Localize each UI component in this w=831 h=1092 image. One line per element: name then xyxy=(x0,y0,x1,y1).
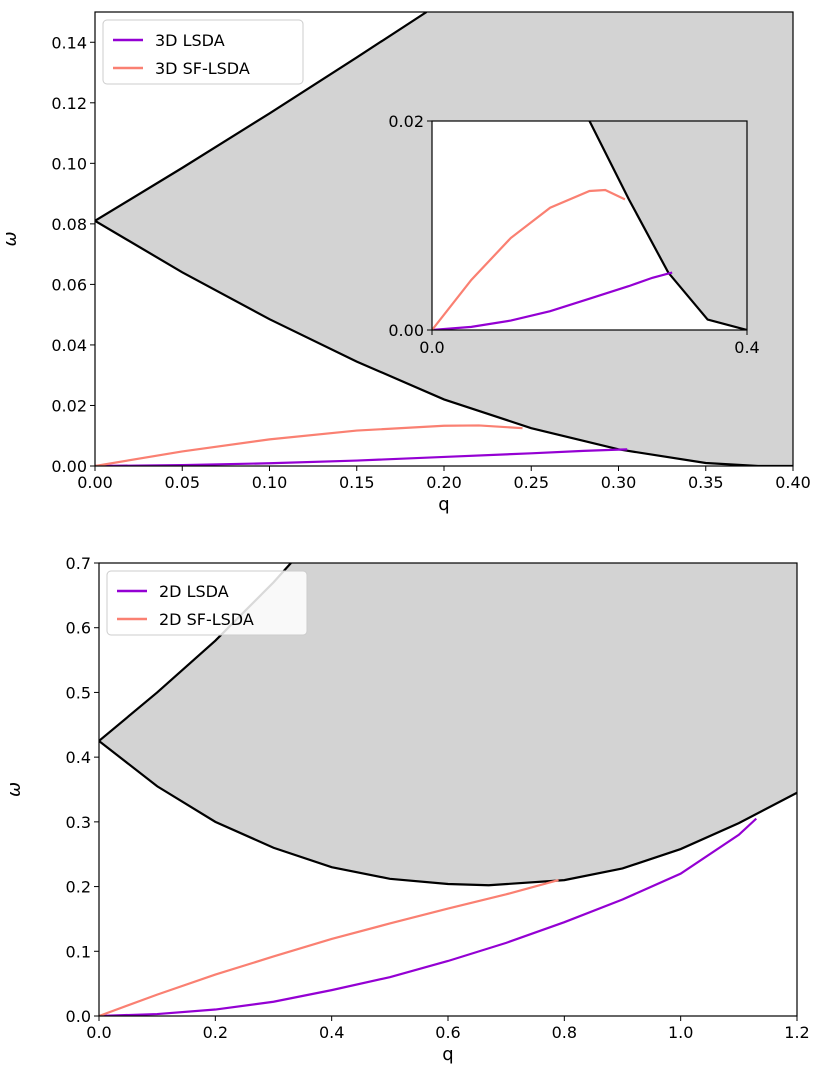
x-tick-label: 0.6 xyxy=(435,1023,460,1042)
plot-area xyxy=(99,563,797,1016)
y-tick-label: 0.5 xyxy=(66,683,91,702)
inset-y-tick-label: 0.00 xyxy=(388,321,424,340)
y-tick-label: 0.10 xyxy=(51,154,87,173)
inset-x-tick-label: 0.4 xyxy=(734,338,759,357)
continuum-region xyxy=(99,563,797,886)
inset-x-tick-label: 0.0 xyxy=(419,338,444,357)
legend-label: 2D SF-LSDA xyxy=(159,610,254,629)
legend-label: 2D LSDA xyxy=(159,582,229,601)
y-tick-label: 0.3 xyxy=(66,813,91,832)
y-tick-label: 0.12 xyxy=(51,94,87,113)
series-line-3d-lsda xyxy=(95,448,628,466)
y-tick-label: 0.04 xyxy=(51,336,87,355)
legend-box xyxy=(102,19,304,85)
legend-label: 3D LSDA xyxy=(155,31,225,50)
y-tick-label: 0.2 xyxy=(66,878,91,897)
y-tick-label: 0.6 xyxy=(66,619,91,638)
series-line-3d-sf-lsda xyxy=(95,424,523,466)
x-tick-label: 0.20 xyxy=(426,473,462,492)
x-tick-label: 0.40 xyxy=(775,473,811,492)
x-tick-label: 0.0 xyxy=(86,1023,111,1042)
x-tick-label: 0.15 xyxy=(339,473,375,492)
x-axis-label: q xyxy=(438,494,449,515)
inset-plot-area xyxy=(432,121,747,330)
x-tick-label: 1.0 xyxy=(668,1023,693,1042)
x-tick-label: 0.2 xyxy=(203,1023,228,1042)
x-tick-label: 0.05 xyxy=(164,473,200,492)
inset-frame xyxy=(431,120,748,331)
series-line-2d-lsda xyxy=(99,817,758,1016)
y-tick-label: 0.08 xyxy=(51,215,87,234)
continuum-lower-boundary xyxy=(99,740,797,887)
x-tick-label: 0.30 xyxy=(601,473,637,492)
x-axis-label: q xyxy=(442,1044,453,1065)
continuum-upper-boundary xyxy=(95,12,428,222)
x-tick-label: 0.35 xyxy=(688,473,724,492)
chart-top: 0.00 0.05 0.10 0.15 0.20 0.25 0.30 0.35 0.400.00… xyxy=(0,11,811,515)
y-tick-label: 0.00 xyxy=(51,457,87,476)
y-tick-label: 0.1 xyxy=(66,942,91,961)
y-tick-label: 0.0 xyxy=(66,1007,91,1026)
y-axis-label: ω xyxy=(0,231,21,246)
legend-box xyxy=(106,570,308,636)
inset-chart: 0.0 0.4 0.00 0.02 xyxy=(388,112,759,357)
y-axis-label: ω xyxy=(4,782,25,797)
chart-bottom: 0.0 0.2 0.4 0.6 0.8 1.0 1.2 0.0 0.1 0.2 0.3 0.4 0.5 0… xyxy=(4,554,810,1065)
continuum-lower-boundary xyxy=(95,219,793,466)
x-tick-label: 0.4 xyxy=(319,1023,344,1042)
y-tick-label: 0.7 xyxy=(66,554,91,573)
inset-y-tick-label: 0.02 xyxy=(388,112,424,131)
x-tick-label: 0.10 xyxy=(252,473,288,492)
x-tick-label: 0.00 xyxy=(77,473,113,492)
x-tick-label: 0.8 xyxy=(552,1023,577,1042)
inset-series-line-3d-lsda xyxy=(432,271,673,330)
inset-continuum-region xyxy=(589,121,747,330)
x-tick-label: 0.25 xyxy=(513,473,549,492)
series-line-2d-sf-lsda xyxy=(99,879,559,1016)
legend-label: 3D SF-LSDA xyxy=(155,59,250,78)
y-tick-label: 0.14 xyxy=(51,33,87,52)
inset-series-line-3d-sf-lsda xyxy=(432,188,626,330)
y-tick-label: 0.06 xyxy=(51,275,87,294)
x-tick-label: 1.2 xyxy=(784,1023,809,1042)
y-tick-label: 0.02 xyxy=(51,396,87,415)
y-tick-label: 0.4 xyxy=(66,748,91,767)
